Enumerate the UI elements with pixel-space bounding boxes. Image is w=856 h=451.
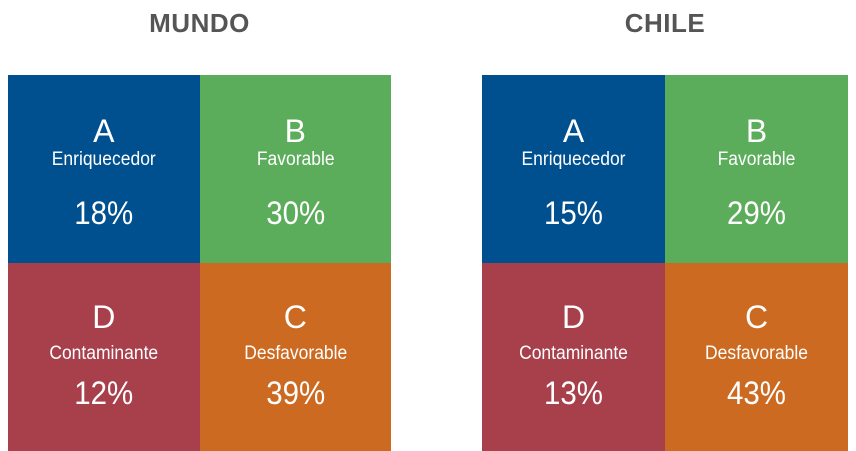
quadrant-value: 29%: [727, 195, 786, 231]
quadrant: D Contaminante 12%: [8, 263, 200, 451]
quadrant-value: 39%: [265, 375, 325, 411]
quadrant-label: Enriquecedor: [521, 149, 626, 170]
quadrant-letter: B: [284, 113, 306, 149]
quadrant: A Enriquecedor 15%: [482, 75, 665, 263]
quadrant: C Desfavorable 43%: [665, 263, 848, 451]
quadrant-value: 13%: [544, 375, 603, 411]
quadrant: B Favorable 29%: [665, 75, 848, 263]
quadrant-label: Enriquecedor: [51, 149, 156, 170]
quadrant-letter: B: [745, 113, 768, 149]
quadrant-letter: A: [93, 113, 115, 149]
quadrant-letter: C: [744, 299, 769, 335]
quadrant-value: 12%: [74, 375, 134, 411]
quadrant-label: Contaminante: [519, 343, 628, 364]
quadrant-letter: D: [92, 299, 116, 335]
panel: CHILE A Enriquecedor 15% B Favorable 29% D Conta…: [482, 0, 848, 451]
quadrant-value: 43%: [727, 375, 786, 411]
quadrant-label: Desfavorable: [243, 343, 347, 364]
quadrant: C Desfavorable 39%: [199, 263, 391, 451]
quadrant-value: 30%: [265, 195, 325, 231]
quadrant-label: Favorable: [717, 149, 796, 170]
quadrant-label: Favorable: [256, 149, 335, 170]
quadrant-letter: A: [562, 113, 585, 149]
quadrant-letter: C: [283, 299, 307, 335]
panel-title: CHILE: [624, 8, 706, 38]
quadrant: A Enriquecedor 18%: [8, 75, 200, 263]
panel: MUNDO A Enriquecedor 18% B Favorable 30% D Conta…: [8, 0, 391, 451]
quadrant-grid: A Enriquecedor 15% B Favorable 29% D Contaminan…: [482, 75, 848, 451]
quadrant-value: 15%: [544, 195, 603, 231]
quadrant-grid: A Enriquecedor 18% B Favorable 30% D Contaminan…: [8, 75, 391, 451]
quadrant-letter: D: [561, 299, 586, 335]
quadrant: D Contaminante 13%: [482, 263, 665, 451]
quadrant-label: Contaminante: [49, 343, 159, 364]
quadrant-label: Desfavorable: [704, 343, 808, 364]
quadrant: B Favorable 30%: [199, 75, 391, 263]
quadrant-value: 18%: [74, 195, 134, 231]
panel-title: MUNDO: [149, 8, 250, 38]
